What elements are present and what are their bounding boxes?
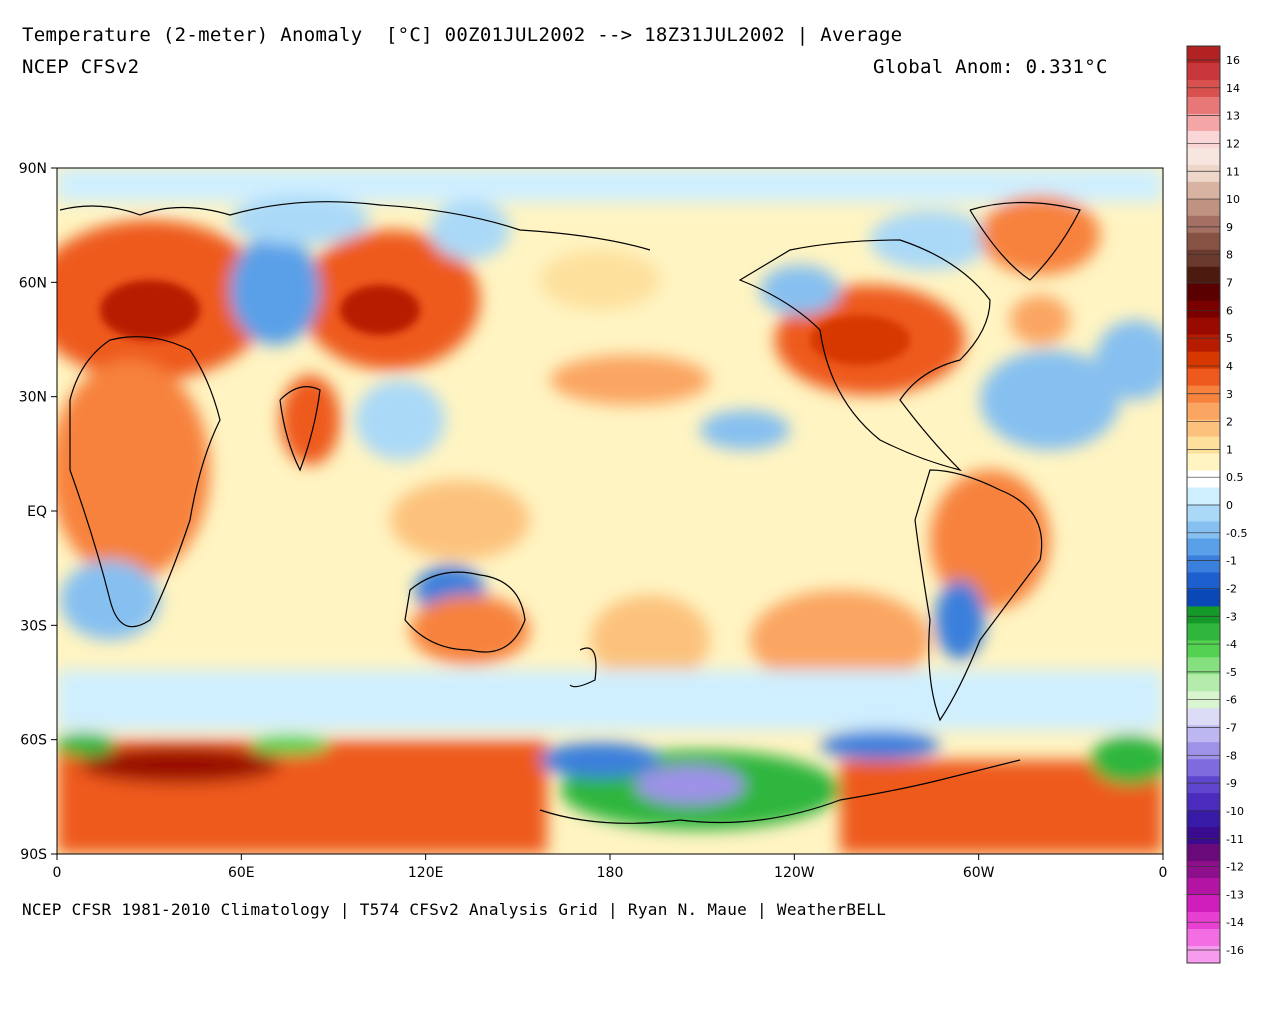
model-name: NCEP CFSv2 bbox=[22, 56, 140, 78]
lat-tick-label: 60N bbox=[19, 275, 47, 291]
lat-tick-label: 90N bbox=[19, 161, 47, 177]
lat-tick-label: 90S bbox=[20, 847, 47, 863]
lon-tick-label: 60W bbox=[963, 865, 995, 881]
latitude-axis: 90N 60N 30N EQ 30S 60S 90S bbox=[19, 161, 57, 863]
global-anomaly: Global Anom: 0.331°C bbox=[873, 56, 1108, 78]
footer-credits: NCEP CFSR 1981-2010 Climatology | T574 C… bbox=[22, 900, 887, 919]
lat-tick-label: 60S bbox=[20, 733, 47, 749]
lon-tick-label: 120W bbox=[774, 865, 815, 881]
lon-tick-label: 180 bbox=[597, 865, 624, 881]
coastlines bbox=[59, 201, 1081, 824]
longitude-axis: 0 60E 120E 180 120W 60W 0 bbox=[53, 854, 1168, 881]
lon-tick-label: 120E bbox=[408, 865, 444, 881]
lon-tick-label: 60E bbox=[228, 865, 255, 881]
map-title: Temperature (2-meter) Anomaly [°C] 00Z01… bbox=[22, 24, 903, 46]
lat-tick-label: 30S bbox=[20, 618, 47, 634]
lon-tick-label: 0 bbox=[1159, 865, 1168, 881]
lon-tick-label: 0 bbox=[53, 865, 62, 881]
anomaly-field bbox=[57, 168, 1163, 854]
lat-tick-label: 30N bbox=[19, 390, 47, 406]
lat-tick-label: EQ bbox=[27, 504, 47, 520]
